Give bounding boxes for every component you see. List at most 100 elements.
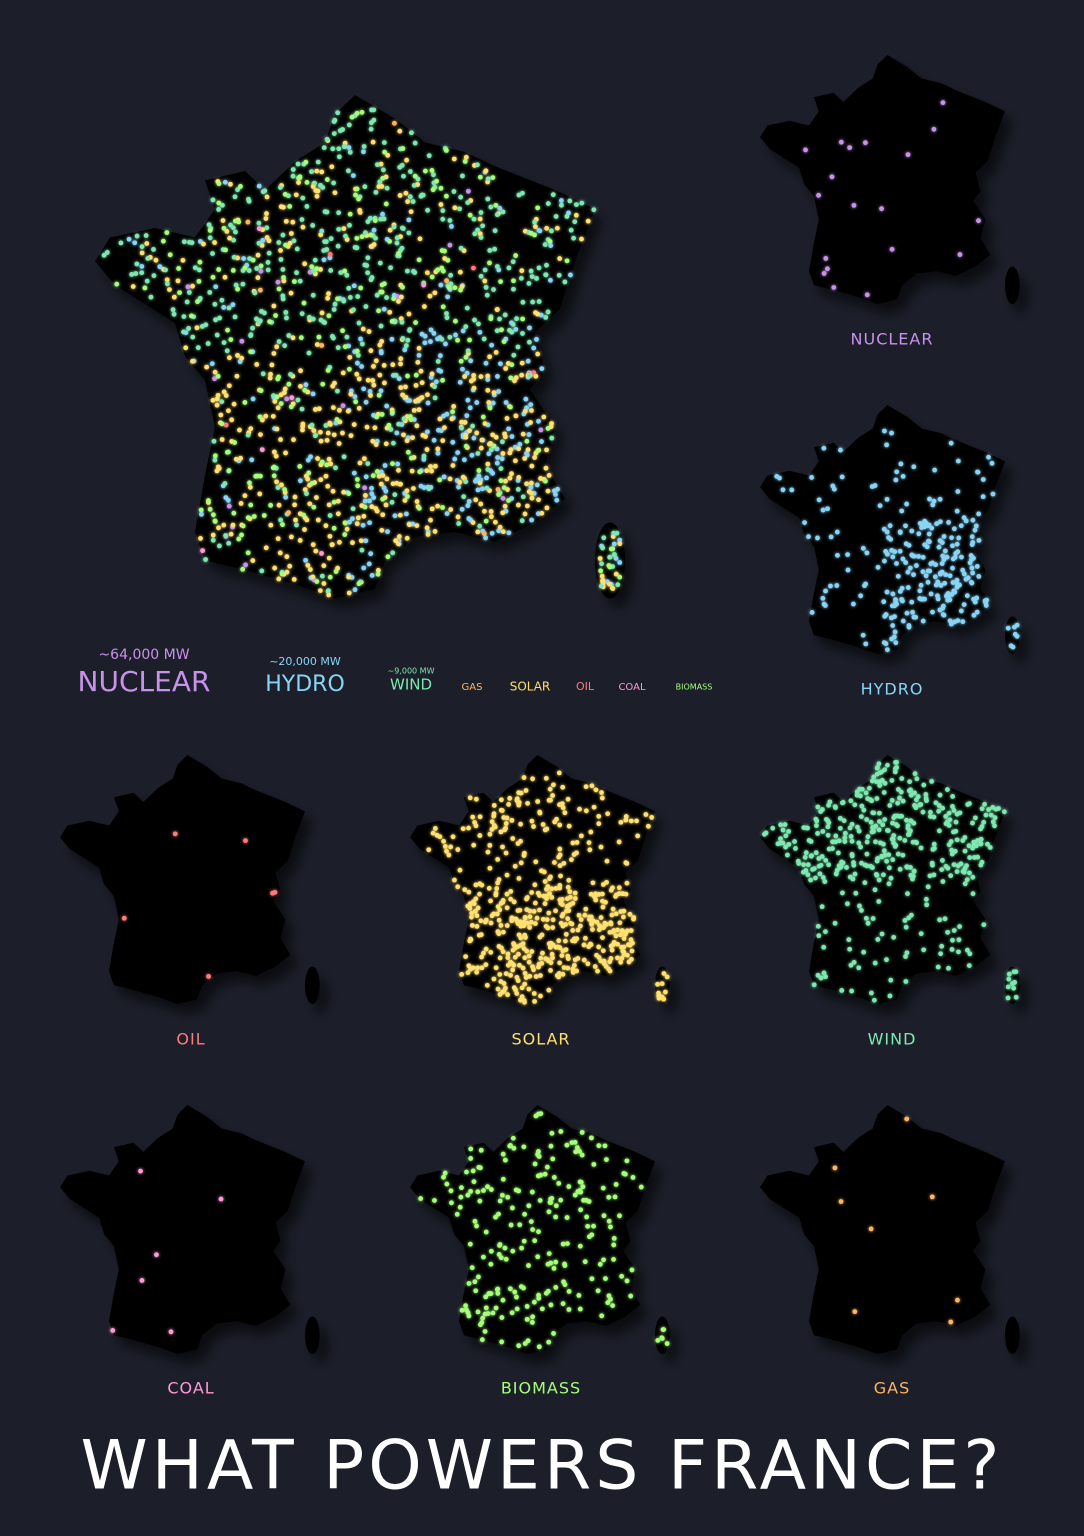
- plant-dot: [539, 868, 544, 874]
- plant-dot: [487, 354, 493, 360]
- plant-dot: [597, 556, 603, 561]
- plant-dot: [496, 492, 501, 497]
- plant-dot: [960, 619, 966, 625]
- plant-dot: [610, 906, 616, 912]
- plant-dot: [558, 900, 564, 906]
- plant-dot: [882, 558, 887, 564]
- plant-dot: [404, 438, 410, 444]
- plant-dot: [280, 522, 285, 528]
- plant-dot: [531, 909, 537, 914]
- plant-dot: [806, 838, 812, 843]
- plant-dot: [542, 1171, 548, 1177]
- plant-dot: [967, 870, 972, 876]
- plant-dot: [275, 376, 281, 382]
- plant-dot: [338, 270, 344, 275]
- plant-dot: [566, 877, 572, 883]
- plant-dot: [504, 416, 510, 421]
- plant-dot: [257, 491, 263, 497]
- plant-dot: [932, 467, 938, 473]
- plant-dot: [192, 265, 198, 271]
- plant-dot: [479, 437, 485, 443]
- plant-dot: [485, 387, 491, 393]
- plant-dot: [405, 494, 410, 499]
- plant-dot: [275, 536, 281, 542]
- plant-dot: [963, 518, 969, 524]
- plant-dot: [167, 252, 173, 258]
- plant-dot: [900, 798, 906, 804]
- plant-dot: [545, 426, 551, 431]
- plant-dot: [957, 810, 963, 816]
- plant-dot: [248, 332, 254, 338]
- plant-dot: [465, 970, 471, 976]
- plant-dot: [360, 522, 366, 528]
- plant-dot: [498, 361, 503, 367]
- plant-dot: [520, 316, 526, 322]
- plant-dot: [917, 802, 923, 808]
- plant-dot: [468, 937, 474, 943]
- plant-dot: [945, 787, 950, 792]
- plant-dot: [815, 923, 821, 929]
- plant-dot: [546, 473, 552, 478]
- plant-dot: [643, 812, 649, 817]
- plant-dot: [502, 503, 508, 509]
- plant-dot: [989, 460, 995, 466]
- plant-dot: [523, 975, 529, 980]
- plant-dot: [971, 596, 976, 602]
- plant-dot: [354, 235, 360, 241]
- plant-dot: [918, 845, 924, 851]
- plant-dot: [801, 825, 807, 830]
- corsica-outline: [305, 1316, 320, 1355]
- plant-dot: [522, 914, 528, 920]
- plant-dot: [838, 864, 844, 870]
- plant-dot: [278, 437, 283, 442]
- plant-dot: [314, 168, 320, 174]
- plant-dot: [409, 130, 414, 136]
- plant-dot: [483, 284, 489, 290]
- plant-dot: [557, 945, 563, 950]
- plant-dot: [512, 954, 518, 960]
- plant-dot: [320, 381, 326, 387]
- plant-dot: [452, 285, 458, 291]
- plant-dot: [460, 474, 466, 480]
- plant-dot: [969, 534, 975, 540]
- plant-dot: [362, 184, 368, 190]
- plant-dot: [604, 858, 610, 864]
- plant-dot: [467, 212, 473, 218]
- plant-dot: [503, 1256, 509, 1262]
- plant-dot: [138, 1168, 143, 1174]
- plant-dot: [326, 592, 332, 598]
- legend-capacity: ~9,000 MW: [388, 667, 435, 676]
- plant-dot: [433, 379, 439, 385]
- plant-dot: [260, 238, 266, 243]
- plant-dot: [593, 787, 599, 793]
- plant-dot: [371, 495, 377, 501]
- plant-dot: [216, 525, 221, 531]
- plant-dot: [367, 498, 372, 504]
- plant-dot: [344, 334, 350, 340]
- plant-dot: [358, 538, 364, 544]
- plant-dot: [544, 505, 550, 511]
- plant-dot: [978, 836, 984, 842]
- plant-dot: [255, 252, 261, 258]
- plant-dot: [484, 982, 490, 988]
- plant-dot: [400, 146, 406, 151]
- plant-dot: [319, 459, 325, 465]
- plant-dot: [494, 911, 500, 917]
- plant-dot: [323, 473, 329, 479]
- plant-dot: [402, 347, 408, 353]
- plant-dot: [494, 1287, 500, 1292]
- plant-dot: [848, 962, 854, 968]
- plant-dot: [478, 1322, 483, 1328]
- plant-dot: [543, 272, 549, 278]
- plant-dot: [344, 526, 350, 532]
- plant-dot: [894, 561, 899, 566]
- plant-dot: [230, 268, 236, 273]
- plant-dot: [417, 469, 423, 475]
- plant-dot: [164, 281, 170, 287]
- plant-dot: [219, 437, 225, 442]
- plant-dot: [608, 956, 614, 961]
- plant-dot: [913, 805, 919, 811]
- plant-dot: [956, 535, 962, 541]
- plant-dot: [500, 451, 506, 456]
- plant-dot: [859, 860, 864, 866]
